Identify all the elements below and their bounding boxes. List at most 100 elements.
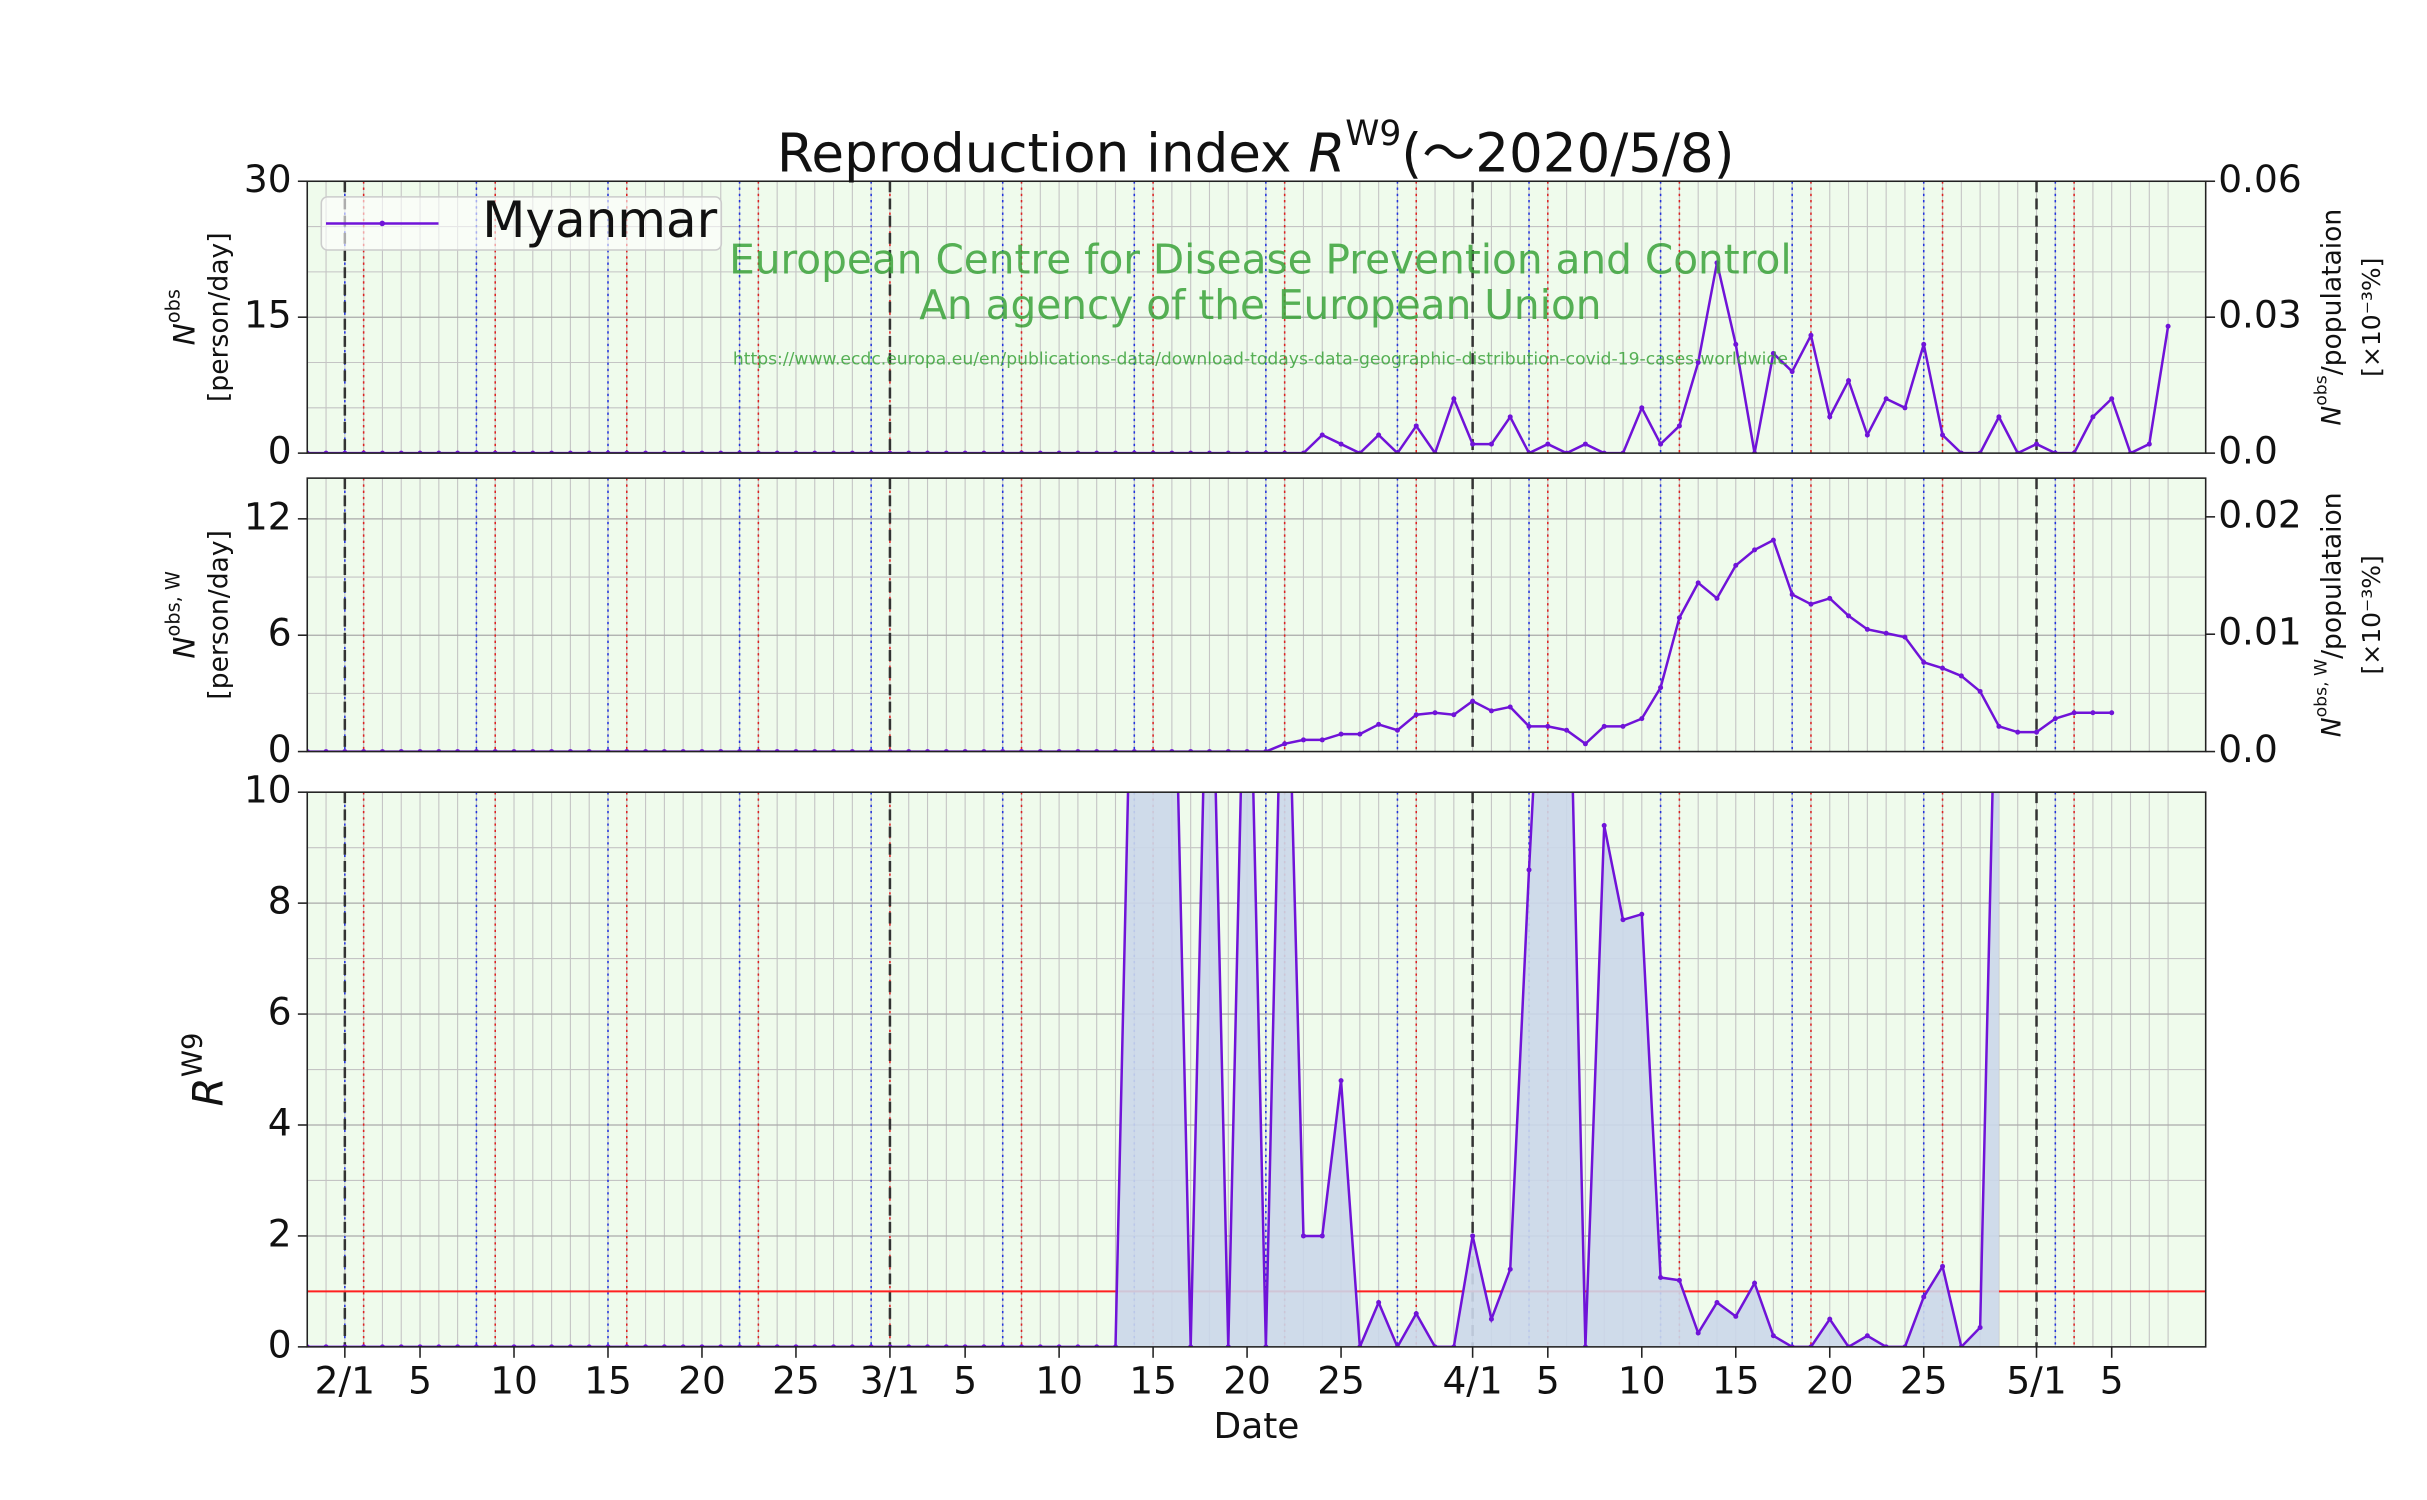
point xyxy=(1658,1275,1664,1281)
point xyxy=(1789,369,1795,375)
point xyxy=(1695,360,1701,365)
point xyxy=(1639,911,1645,917)
point xyxy=(1695,580,1701,586)
y2-axis-label: Nobs/populataion xyxy=(2312,209,2347,426)
y2-tick-label: 0.0 xyxy=(2218,429,2278,473)
x-tick-label: 10 xyxy=(1618,1358,1666,1402)
point xyxy=(1507,704,1513,710)
point xyxy=(1676,423,1682,429)
point xyxy=(1639,405,1645,411)
point xyxy=(1582,741,1588,747)
point xyxy=(1376,1300,1382,1305)
x-tick-label: 15 xyxy=(584,1358,632,1402)
point xyxy=(1733,562,1739,568)
x-tick-label: 10 xyxy=(1035,1358,1083,1402)
point xyxy=(1827,595,1833,601)
plot-area xyxy=(307,181,2206,454)
point xyxy=(1413,1311,1419,1317)
point xyxy=(2034,441,2040,447)
point xyxy=(2034,729,2040,735)
point xyxy=(1883,396,1889,402)
plot-frame xyxy=(306,791,2207,1348)
x-tick-label: 20 xyxy=(678,1358,726,1402)
point xyxy=(1883,630,1889,636)
point xyxy=(1921,659,1927,665)
point xyxy=(1676,1277,1682,1283)
point xyxy=(1808,332,1814,338)
point xyxy=(2052,716,2058,722)
y-tick-label: 0 xyxy=(268,429,292,473)
x-tick-label: 5 xyxy=(408,1358,432,1402)
plot-area xyxy=(307,792,2206,1347)
point xyxy=(1319,737,1325,743)
superscript: W9 xyxy=(177,1033,208,1078)
point xyxy=(1639,716,1645,722)
point xyxy=(1507,1266,1513,1272)
point xyxy=(1451,712,1457,718)
point xyxy=(1338,441,1344,447)
point xyxy=(1770,1333,1776,1339)
point xyxy=(1488,708,1494,714)
point xyxy=(1319,1233,1325,1239)
point xyxy=(1376,721,1382,727)
plot-frame xyxy=(306,477,2207,753)
point xyxy=(1658,441,1664,447)
point xyxy=(1470,1233,1476,1239)
point xyxy=(1864,1333,1870,1339)
suffix: /populataion xyxy=(2316,492,2347,658)
x-tick-label: 25 xyxy=(1900,1358,1948,1402)
point xyxy=(1451,396,1457,402)
point xyxy=(1977,688,1983,694)
point xyxy=(1714,1300,1720,1305)
point xyxy=(1996,723,2002,729)
point xyxy=(1808,601,1814,607)
point xyxy=(1357,731,1363,737)
y-tick-label: 10 xyxy=(244,768,292,812)
y-axis-label: RW9 xyxy=(177,1033,232,1107)
x-tick-label: 20 xyxy=(1223,1358,1271,1402)
annotation: https://www.ecdc.europa.eu/en/publicatio… xyxy=(733,349,1788,369)
x-tick-label: 10 xyxy=(490,1358,538,1402)
point xyxy=(2146,441,2152,447)
point xyxy=(1827,1316,1833,1322)
point xyxy=(1432,710,1438,716)
y-axis-unit: [person/day] xyxy=(203,530,234,699)
x-tick-label: 5/1 xyxy=(2006,1358,2066,1402)
y-tick-label: 12 xyxy=(244,494,292,538)
point xyxy=(1714,260,1720,266)
point xyxy=(1940,1263,1946,1269)
point xyxy=(2165,323,2171,329)
point xyxy=(1488,1316,1494,1322)
legend-label: Myanmar xyxy=(482,191,717,249)
point xyxy=(1733,341,1739,347)
y-tick-label: 0 xyxy=(268,727,292,771)
x-tick-label: 20 xyxy=(1806,1358,1854,1402)
point xyxy=(1733,1313,1739,1319)
legend-marker xyxy=(379,220,386,227)
y2-tick-label: 0.02 xyxy=(2218,492,2302,536)
point xyxy=(1996,414,2002,420)
point xyxy=(1282,741,1288,747)
x-tick-label: 5 xyxy=(2100,1358,2124,1402)
point xyxy=(1488,441,1494,447)
point xyxy=(1902,634,1908,640)
point xyxy=(1940,432,1946,438)
point xyxy=(1958,673,1964,679)
y-tick-label: 0 xyxy=(268,1322,292,1366)
point xyxy=(1526,867,1532,873)
point xyxy=(1789,591,1795,597)
point xyxy=(2015,729,2021,735)
point xyxy=(1864,626,1870,632)
point xyxy=(1827,414,1833,420)
y2-tick-label: 0.06 xyxy=(2218,157,2302,201)
point xyxy=(1300,737,1306,743)
suffix: (～2020/5/8) xyxy=(1401,122,1734,184)
point xyxy=(1902,405,1908,411)
point xyxy=(1846,613,1852,619)
superscript: W9 xyxy=(1345,114,1401,154)
symbol: R xyxy=(1308,122,1345,184)
x-tick-label: 3/1 xyxy=(860,1358,920,1402)
superscript: obs, W xyxy=(161,571,184,636)
point xyxy=(1714,595,1720,601)
